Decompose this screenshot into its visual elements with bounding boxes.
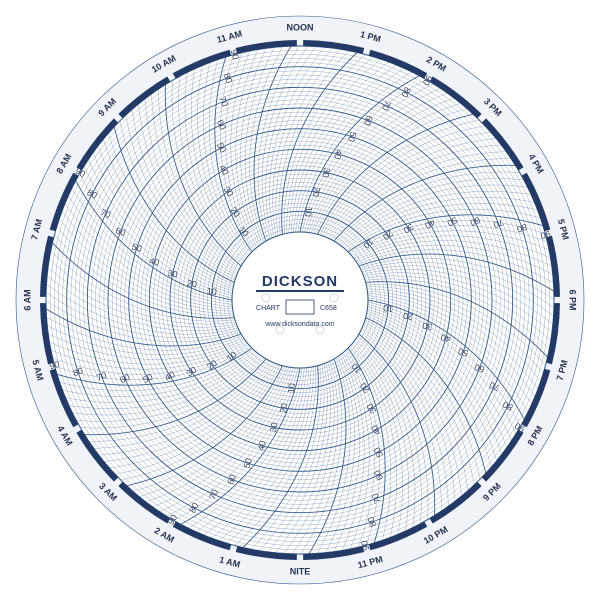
radial-value: 10 xyxy=(383,303,394,314)
radial-value: 30 xyxy=(268,421,280,433)
hub-right-label: C658 xyxy=(320,305,337,312)
hour-label: 6 AM xyxy=(22,289,32,310)
hub-screw xyxy=(262,294,270,302)
radial-value: 20 xyxy=(186,278,197,289)
radial-value: 20 xyxy=(311,186,322,197)
hub-screw xyxy=(276,326,284,334)
radial-value: 10 xyxy=(286,383,297,394)
radial-value: 10 xyxy=(303,206,314,217)
brand-underline xyxy=(256,290,344,292)
radial-value: 20 xyxy=(278,402,289,413)
radial-value: 10 xyxy=(206,286,217,297)
hub-screw xyxy=(330,294,338,302)
radial-value: 30 xyxy=(421,320,433,332)
hub-url: www.dicksondata.com xyxy=(264,321,334,328)
radial-value: 30 xyxy=(167,268,179,280)
hour-label: 6 PM xyxy=(568,289,578,310)
radial-value: 30 xyxy=(320,167,332,179)
hub-left-label: CHART xyxy=(256,305,281,312)
hub-screw xyxy=(316,326,324,334)
brand-label: DICKSON xyxy=(262,273,338,290)
radial-value: 20 xyxy=(402,311,413,322)
hour-label: NITE xyxy=(290,566,311,576)
hour-label: NOON xyxy=(287,22,314,32)
